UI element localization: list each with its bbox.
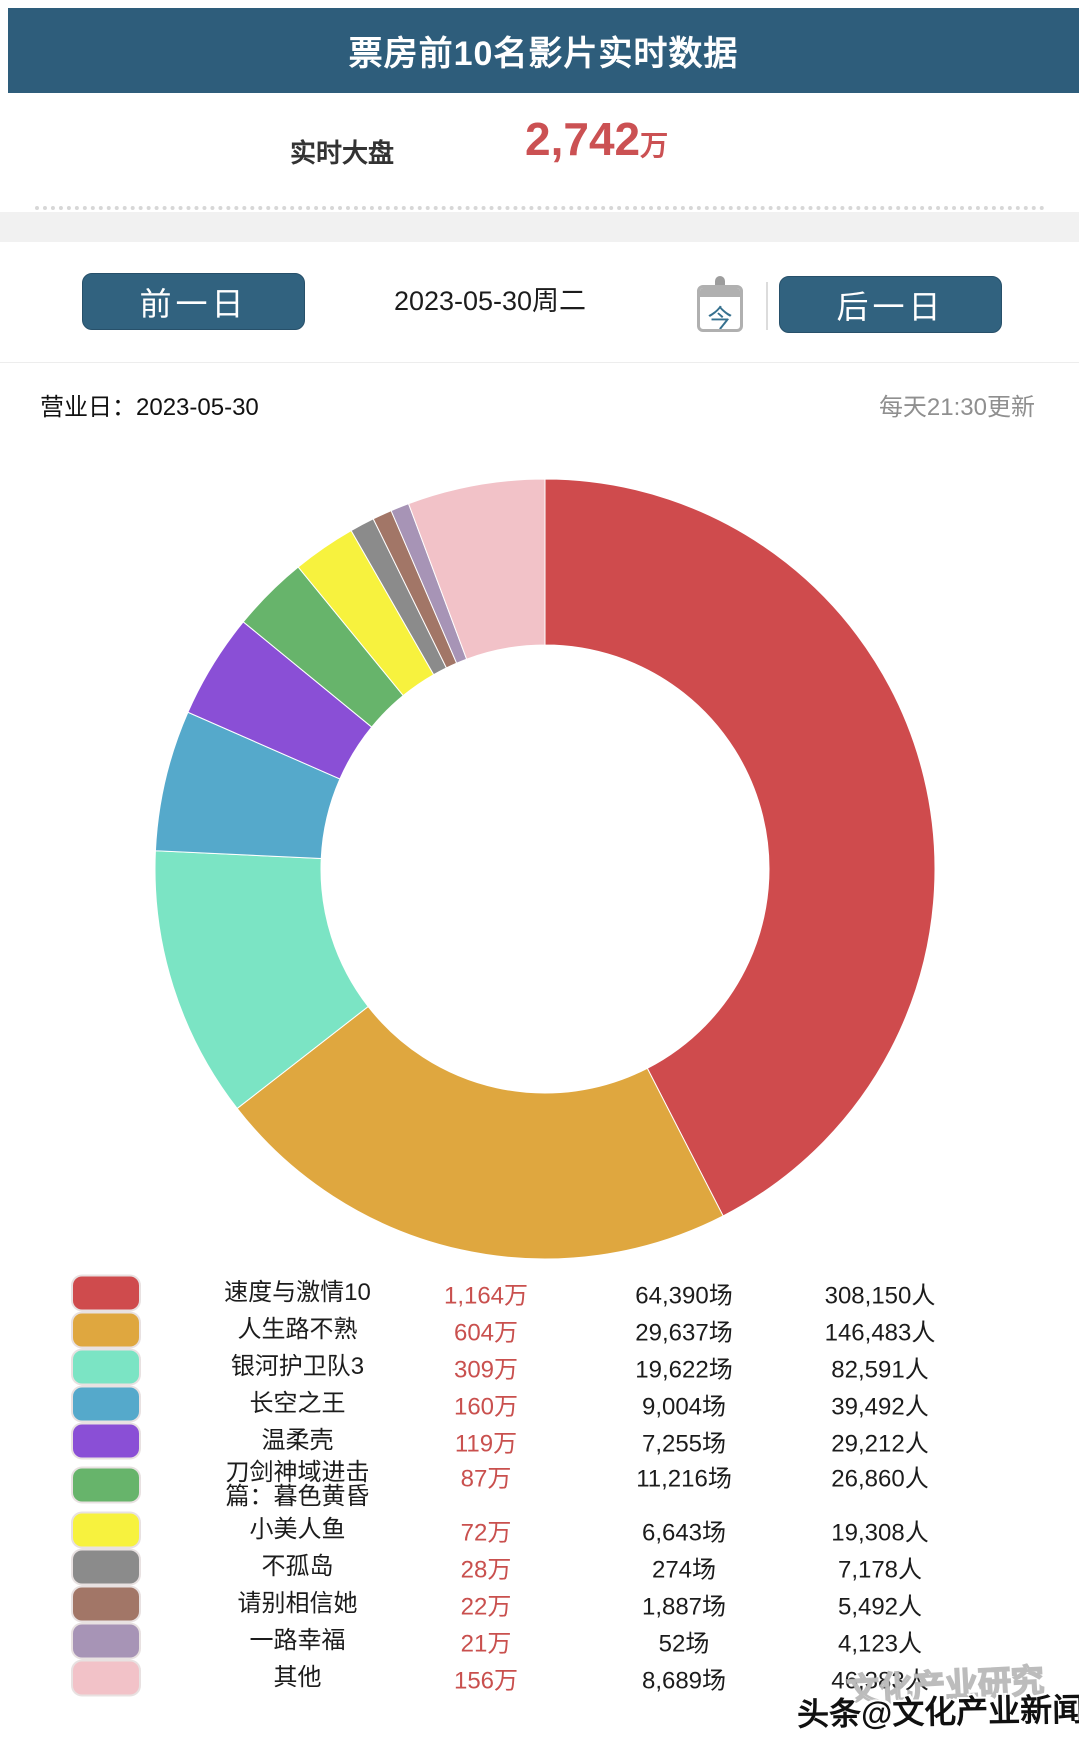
calendar-body: 今 [697, 285, 743, 332]
screenings-count: 29,637场 [635, 1319, 733, 1346]
screenings-count: 8,689场 [641, 1667, 727, 1694]
box-office-value: 22万 [460, 1593, 512, 1620]
legend-color-swatch [73, 1550, 139, 1583]
audience-count: 308,150人 [824, 1282, 936, 1309]
calendar-knob [715, 276, 725, 292]
screenings-count: 52场 [658, 1630, 710, 1657]
movie-title: 小美人鱼 [249, 1515, 346, 1543]
screenings-count: 64,390场 [635, 1282, 733, 1309]
audience-count: 39,492人 [831, 1393, 929, 1420]
section-divider [0, 362, 1079, 363]
realtime-total-label: 实时大盘 [290, 138, 395, 168]
box-office-value: 156万 [453, 1667, 519, 1694]
audience-count: 7,178人 [837, 1556, 923, 1583]
legend-row: 请别相信她 22万 1,887场 5,492人 [0, 1585, 1079, 1622]
legend-color-swatch [73, 1513, 139, 1546]
box-office-value: 160万 [453, 1393, 519, 1420]
realtime-total-number: 2,742 [525, 113, 641, 165]
screenings-count: 6,643场 [641, 1519, 727, 1546]
movie-title: 人生路不熟 [237, 1315, 358, 1343]
screenings-count: 1,887场 [641, 1593, 727, 1620]
update-time-label: 每天21:30更新 [878, 394, 1035, 421]
movie-title: 不孤岛 [261, 1552, 334, 1580]
business-day-label: 营业日：2023-05-30 [40, 394, 259, 421]
movie-title: 长空之王 [249, 1389, 346, 1417]
screenings-count: 11,216场 [636, 1465, 732, 1493]
screenings-count: 274场 [651, 1556, 717, 1583]
box-office-value: 1,164万 [443, 1282, 529, 1309]
movie-title: 请别相信她 [237, 1589, 358, 1617]
calendar-header-band [700, 288, 740, 297]
screenings-count: 19,622场 [635, 1356, 733, 1383]
box-office-value: 72万 [460, 1519, 512, 1546]
movie-title: 温柔壳 [261, 1426, 334, 1454]
audience-count: 29,212人 [831, 1430, 929, 1457]
page-title: 票房前10名影片实时数据 [348, 35, 739, 73]
box-office-donut-chart [154, 478, 936, 1260]
legend-color-swatch [73, 1587, 139, 1620]
legend-row: 长空之王 160万 9,004场 39,492人 [0, 1385, 1079, 1422]
audience-count: 26,860人 [831, 1465, 929, 1493]
vertical-divider [766, 282, 768, 330]
legend-color-swatch [73, 1313, 139, 1346]
box-office-value: 604万 [453, 1319, 519, 1346]
realtime-total-value: 2,742万 [525, 112, 668, 166]
legend-row: 速度与激情10 1,164万 64,390场 308,150人 [0, 1274, 1079, 1311]
calendar-today-glyph: 今 [707, 305, 733, 332]
movie-title: 一路幸福 [249, 1626, 346, 1654]
box-office-value: 87万 [460, 1465, 512, 1493]
audience-count: 5,492人 [837, 1593, 923, 1620]
box-office-value: 119万 [454, 1430, 518, 1457]
watermark-text: 头条@文化产业新闻 [796, 1691, 1079, 1733]
legend-color-swatch [73, 1424, 139, 1457]
screenings-count: 7,255场 [641, 1430, 727, 1457]
current-date-label: 2023-05-30周二 [393, 286, 587, 316]
legend-row: 人生路不熟 604万 29,637场 146,483人 [0, 1311, 1079, 1348]
legend-row: 银河护卫队3 309万 19,622场 82,591人 [0, 1348, 1079, 1385]
legend-row: 小美人鱼 72万 6,643场 19,308人 [0, 1511, 1079, 1548]
dotted-divider [35, 206, 1045, 210]
realtime-total-unit: 万 [640, 130, 669, 161]
audience-count: 19,308人 [831, 1519, 929, 1546]
audience-count: 82,591人 [831, 1356, 929, 1383]
audience-count: 46,383人 [831, 1667, 929, 1694]
legend-color-swatch [73, 1276, 139, 1309]
app-header: 票房前10名影片实时数据 [8, 8, 1079, 93]
box-office-value: 309万 [453, 1356, 519, 1383]
movie-title: 刀剑神域进击 篇：暮色黄昏 [225, 1459, 370, 1510]
box-office-value: 28万 [460, 1556, 512, 1583]
legend-row: 其他 156万 8,689场 46,383人 [0, 1659, 1079, 1696]
movie-title: 其他 [273, 1663, 322, 1691]
pie-slice-人生路不熟[interactable] [236, 1005, 724, 1260]
movie-legend-table: 速度与激情10 1,164万 64,390场 308,150人人生路不熟 604万 29,… [0, 1274, 1079, 1696]
screenings-count: 9,004场 [641, 1393, 727, 1420]
legend-color-swatch [73, 1661, 139, 1694]
pie-slice-其他[interactable] [407, 478, 546, 660]
legend-color-swatch [73, 1624, 139, 1657]
legend-row: 不孤岛 28万 274场 7,178人 [0, 1548, 1079, 1585]
movie-title: 银河护卫队3 [230, 1352, 365, 1380]
next-day-button[interactable]: 后一日 [779, 276, 1002, 333]
box-office-value: 21万 [460, 1630, 512, 1657]
legend-row: 刀剑神域进击 篇：暮色黄昏 87万 11,216场 26,860人 [0, 1459, 1079, 1511]
today-calendar-icon[interactable]: 今 [697, 276, 743, 332]
pie-slice-速度与激情10[interactable] [544, 478, 936, 1217]
legend-color-swatch [73, 1350, 139, 1383]
audience-count: 4,123人 [837, 1630, 923, 1657]
legend-color-swatch [73, 1468, 139, 1502]
movie-title: 速度与激情10 [224, 1278, 371, 1306]
gray-band [0, 212, 1079, 242]
audience-count: 146,483人 [824, 1319, 936, 1346]
legend-row: 一路幸福 21万 52场 4,123人 [0, 1622, 1079, 1659]
legend-color-swatch [73, 1387, 139, 1420]
prev-day-button[interactable]: 前一日 [82, 273, 305, 330]
legend-row: 温柔壳 119万 7,255场 29,212人 [0, 1422, 1079, 1459]
